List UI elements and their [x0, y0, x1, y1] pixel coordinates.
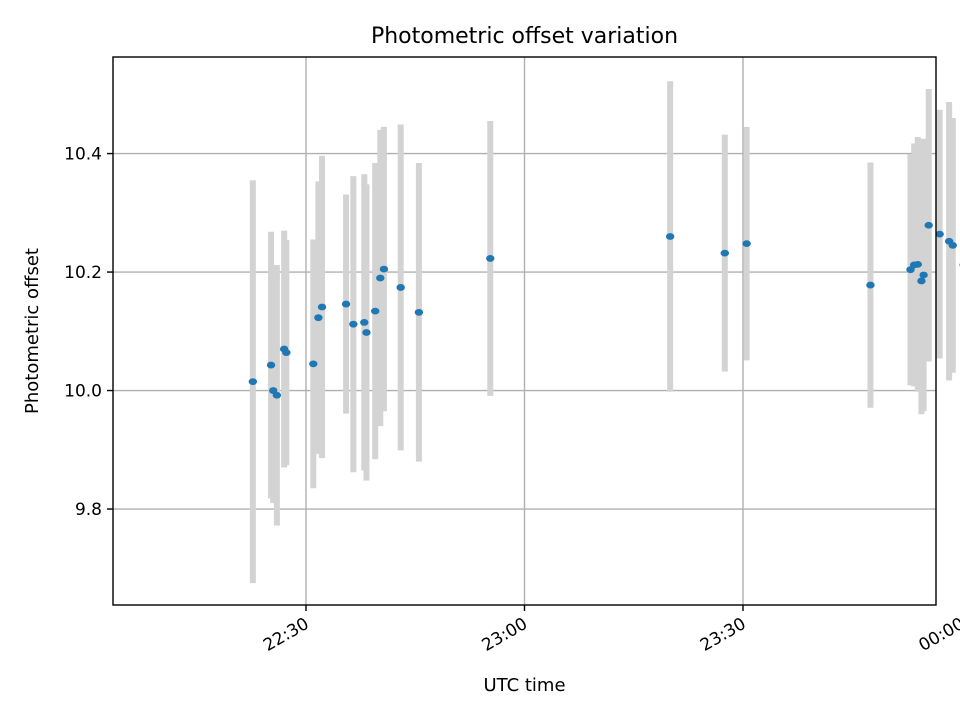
x-axis-label: UTC time	[483, 675, 565, 696]
data-point	[924, 221, 933, 229]
data-point	[919, 271, 928, 279]
data-points	[248, 221, 960, 399]
data-point	[309, 360, 318, 368]
y-tick-label: 9.8	[75, 500, 102, 520]
data-point	[376, 274, 385, 282]
x-tick-label: 00:00	[916, 614, 960, 656]
error-bars	[249, 81, 956, 584]
chart-title: Photometric offset variation	[371, 24, 678, 49]
y-tick-label: 10.2	[64, 263, 102, 283]
data-point	[370, 307, 380, 315]
data-point	[379, 265, 389, 273]
data-point	[282, 349, 291, 357]
data-point	[414, 308, 424, 316]
data-point	[317, 303, 327, 311]
y-tick-label: 10.0	[64, 382, 102, 402]
data-point	[720, 249, 729, 257]
x-tick-label: 22:30	[260, 614, 312, 656]
data-point	[341, 300, 351, 308]
y-axis-label: Photometric offset	[22, 248, 43, 414]
y-tick-label: 10.4	[64, 145, 102, 165]
data-point	[948, 241, 957, 249]
x-tick-label: 23:30	[697, 614, 749, 656]
data-point	[866, 281, 875, 289]
data-point	[935, 230, 944, 238]
data-point	[396, 284, 405, 291]
data-point	[266, 361, 276, 369]
data-point	[362, 329, 371, 336]
data-point	[917, 277, 926, 285]
data-point	[349, 320, 358, 328]
data-point	[248, 378, 258, 386]
x-tick-label: 23:00	[479, 614, 531, 656]
grid	[113, 57, 936, 605]
data-point	[665, 233, 675, 240]
data-point	[314, 314, 323, 322]
data-point	[486, 255, 495, 262]
data-point	[742, 240, 751, 248]
data-point	[272, 391, 282, 399]
data-point	[913, 260, 922, 268]
data-point	[360, 319, 369, 326]
